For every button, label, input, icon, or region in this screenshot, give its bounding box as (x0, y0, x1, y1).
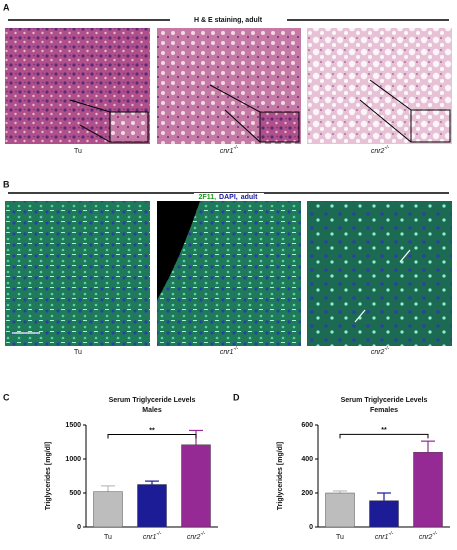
label-text: Tu (74, 349, 82, 356)
y-tick-label: 500 (69, 490, 81, 497)
label-sup: -/- (156, 531, 161, 537)
label-text: cnr1 (220, 148, 234, 155)
label-text: cnr1 (220, 349, 234, 356)
title-bg (194, 193, 264, 201)
y-tick-label: 600 (301, 422, 313, 429)
significance-label: ** (381, 427, 387, 434)
label-text: cnr2 (187, 534, 201, 541)
label-text: cnr2 (371, 349, 385, 356)
arrows (354, 249, 411, 323)
label-text: cnr1 (375, 534, 389, 541)
label-sup: -/- (384, 346, 389, 352)
label-text: Tu (336, 534, 344, 541)
chart-title: Serum Triglyceride Levels (341, 397, 428, 404)
title-part: 2F11, (199, 194, 217, 201)
label-sup: -/- (233, 145, 238, 151)
panel-title: H & E staining, adult (194, 17, 263, 24)
panel-letter: B (3, 179, 10, 189)
y-tick-label: 1500 (65, 422, 81, 429)
label-sup: -/- (233, 346, 238, 352)
micrograph (307, 201, 452, 346)
significance-bracket (339, 433, 429, 439)
y-tick-label: 1000 (65, 456, 81, 463)
label-text: cnr1 (143, 534, 157, 541)
y-tick-label: 0 (309, 524, 313, 531)
inset-lines (69, 79, 451, 143)
title-part: DAPI, (219, 194, 238, 201)
y-axis-label: Triglycerides [mg/dl] (45, 442, 52, 510)
bar (413, 452, 443, 528)
panel-title: 2F11, DAPI, adult (199, 194, 259, 201)
y-tick-label: 200 (301, 490, 313, 497)
chart-title: Serum Triglyceride Levels (109, 397, 196, 404)
label: Tu (74, 349, 82, 356)
title-part: adult (241, 194, 258, 201)
label-text: cnr2 (419, 534, 433, 541)
bar (369, 500, 399, 528)
label-sup: -/- (200, 531, 205, 537)
y-axis-label: Triglycerides [mg/dl] (277, 442, 284, 510)
label-sup: -/- (384, 145, 389, 151)
y-tick-label: 0 (77, 524, 81, 531)
chart-title: Females (370, 407, 398, 414)
bar (325, 492, 355, 528)
label: Tu (74, 148, 82, 155)
label: cnr2-/- (187, 531, 206, 541)
bar (137, 484, 167, 528)
label: cnr1-/- (375, 531, 394, 541)
label-text: Tu (74, 148, 82, 155)
tissue-edge (157, 201, 200, 300)
panel-letter: D (233, 392, 240, 402)
micrograph (5, 201, 150, 346)
label: cnr1-/- (220, 346, 239, 356)
label: cnr2-/- (371, 145, 390, 155)
label: cnr2-/- (419, 531, 438, 541)
label-sup: -/- (388, 531, 393, 537)
significance-bracket (107, 434, 197, 439)
label: Tu (104, 534, 112, 541)
y-tick-label: 400 (301, 456, 313, 463)
label: cnr1-/- (143, 531, 162, 541)
bar (181, 444, 211, 528)
label: Tu (336, 534, 344, 541)
chart-title: Males (142, 407, 162, 414)
label: cnr2-/- (371, 346, 390, 356)
label-text: cnr2 (371, 148, 385, 155)
panel-letter: A (3, 2, 10, 12)
bar (93, 491, 123, 528)
significance-label: ** (149, 427, 155, 434)
label: cnr1-/- (220, 145, 239, 155)
label-text: Tu (104, 534, 112, 541)
panel-letter: C (3, 392, 10, 402)
label-sup: -/- (432, 531, 437, 537)
